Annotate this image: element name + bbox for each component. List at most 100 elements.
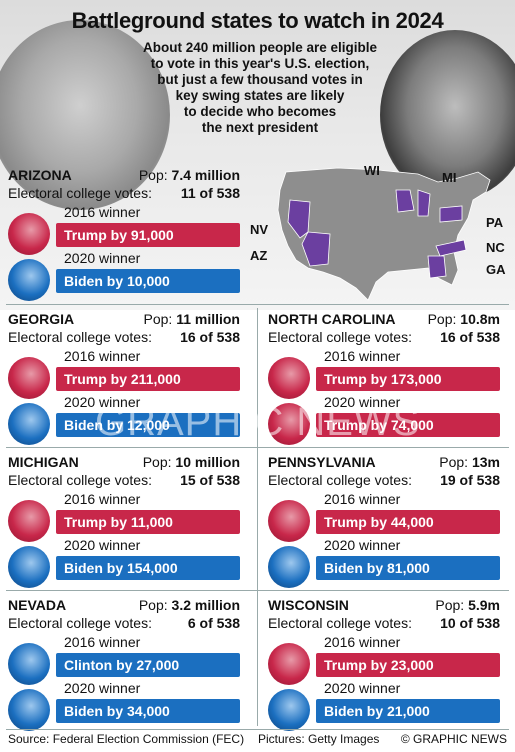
state-name: NEVADA (8, 597, 67, 613)
year-2020-label: 2020 winner (64, 250, 141, 266)
divider (6, 447, 509, 448)
intro-line: the next president (201, 120, 319, 135)
year-2016-label: 2016 winner (64, 204, 141, 220)
year-2020-label: 2020 winner (64, 394, 141, 410)
pop-label: Pop: (138, 597, 168, 613)
winner-2016-bar: Trump by 23,000 (316, 653, 500, 677)
clinton-avatar (8, 643, 50, 685)
state-name: WISCONSIN (268, 597, 349, 613)
winner-2016-bar: Trump by 44,000 (316, 510, 500, 534)
state-panel-wisconsin: WISCONSIN Pop: 5.9m Electoral college vo… (268, 597, 500, 731)
year-2016-label: 2016 winner (64, 634, 141, 650)
biden-avatar (268, 689, 310, 731)
pop-label: Pop: (143, 311, 173, 327)
ec-label: Electoral college votes: (8, 472, 152, 488)
state-panel-georgia: GEORGIA Pop: 11 million Electoral colleg… (8, 311, 240, 445)
ec-value: 11 of 538 (180, 185, 240, 201)
intro-text: About 240 million people are eligible to… (120, 40, 400, 136)
nevada-shape (287, 199, 311, 239)
pop-value: 10 million (175, 454, 240, 470)
map-label-mi: MI (442, 170, 457, 185)
winner-2020-bar: Biden by 10,000 (56, 269, 240, 293)
state-name: NORTH CAROLINA (268, 311, 396, 327)
biden-avatar (8, 259, 50, 301)
winner-2016-bar: Trump by 211,000 (56, 367, 240, 391)
intro-line: to vote in this year's U.S. election, (150, 56, 370, 71)
trump-avatar (268, 500, 310, 542)
map-label-nc: NC (486, 240, 505, 255)
trump-avatar (268, 403, 310, 445)
copyright: © GRAPHIC NEWS (400, 732, 507, 746)
population: Pop: 7.4 million (139, 167, 240, 183)
year-2016-label: 2016 winner (324, 348, 401, 364)
map-label-nv: NV (250, 222, 269, 237)
population: Pop: 10 million (143, 454, 240, 470)
pop-label: Pop: (439, 454, 469, 470)
population: Pop: 10.8m (428, 311, 500, 327)
ec-value: 10 of 538 (440, 615, 500, 631)
pop-value: 3.2 million (171, 597, 240, 613)
biden-avatar (268, 546, 310, 588)
state-panel-nevada: NEVADA Pop: 3.2 million Electoral colleg… (8, 597, 240, 731)
year-2016-label: 2016 winner (64, 348, 141, 364)
state-name: GEORGIA (8, 311, 75, 327)
hero-background (0, 0, 515, 310)
ec-label: Electoral college votes: (8, 615, 152, 631)
trump-avatar (8, 213, 50, 255)
source-credit: Source: Federal Election Commission (FEC… (8, 732, 245, 746)
map-label-pa: PA (486, 215, 504, 230)
pop-label: Pop: (142, 454, 172, 470)
pop-label: Pop: (427, 311, 457, 327)
north-carolina-shape (435, 239, 467, 257)
year-2020-label: 2020 winner (64, 537, 141, 553)
winner-2020-bar: Biden by 21,000 (316, 699, 500, 723)
intro-line: key swing states are likely (175, 88, 345, 103)
trump-avatar (268, 357, 310, 399)
ec-value: 15 of 538 (180, 472, 240, 488)
state-name: ARIZONA (8, 167, 72, 183)
column-divider (257, 308, 258, 726)
intro-line: to decide who becomes (183, 104, 337, 119)
population: Pop: 5.9m (435, 597, 500, 613)
trump-portrait (0, 20, 170, 210)
watermark: GRAPHIC NEWS (95, 400, 421, 444)
year-2016-label: 2016 winner (64, 491, 141, 507)
winner-2016-bar: Trump by 11,000 (56, 510, 240, 534)
trump-avatar (268, 643, 310, 685)
population: Pop: 13m (439, 454, 500, 470)
michigan-shape (417, 189, 431, 217)
winner-2016-bar: Trump by 173,000 (316, 367, 500, 391)
biden-avatar (8, 689, 50, 731)
ec-value: 19 of 538 (440, 472, 500, 488)
pop-label: Pop: (138, 167, 168, 183)
year-2020-label: 2020 winner (324, 537, 401, 553)
arizona-shape (301, 231, 331, 267)
state-panel-pennsylvania: PENNSYLVANIA Pop: 13m Electoral college … (268, 454, 500, 588)
winner-2020-bar: Trump by 74,000 (316, 413, 500, 437)
winner-2020-bar: Biden by 81,000 (316, 556, 500, 580)
biden-avatar (8, 403, 50, 445)
state-panel-arizona: ARIZONA Pop: 7.4 million Electoral colle… (8, 167, 240, 301)
wisconsin-shape (395, 189, 415, 213)
population: Pop: 3.2 million (139, 597, 240, 613)
divider (6, 304, 509, 305)
page-title: Battleground states to watch in 2024 (71, 8, 444, 33)
state-name: MICHIGAN (8, 454, 79, 470)
year-2020-label: 2020 winner (324, 394, 401, 410)
pop-value: 13m (471, 454, 500, 470)
year-2016-label: 2016 winner (324, 491, 401, 507)
georgia-shape (427, 255, 447, 279)
winner-2016-bar: Trump by 91,000 (56, 223, 240, 247)
year-2020-label: 2020 winner (324, 680, 401, 696)
winner-2016-bar: Clinton by 27,000 (56, 653, 240, 677)
winner-2020-bar: Biden by 34,000 (56, 699, 240, 723)
divider (6, 729, 509, 730)
winner-2020-bar: Biden by 154,000 (56, 556, 240, 580)
pop-value: 11 million (176, 311, 240, 327)
year-2020-label: 2020 winner (64, 680, 141, 696)
ec-label: Electoral college votes: (268, 472, 412, 488)
ec-value: 16 of 538 (440, 329, 500, 345)
harris-portrait (380, 30, 515, 200)
state-panel-michigan: MICHIGAN Pop: 10 million Electoral colle… (8, 454, 240, 588)
population: Pop: 11 million (143, 311, 240, 327)
